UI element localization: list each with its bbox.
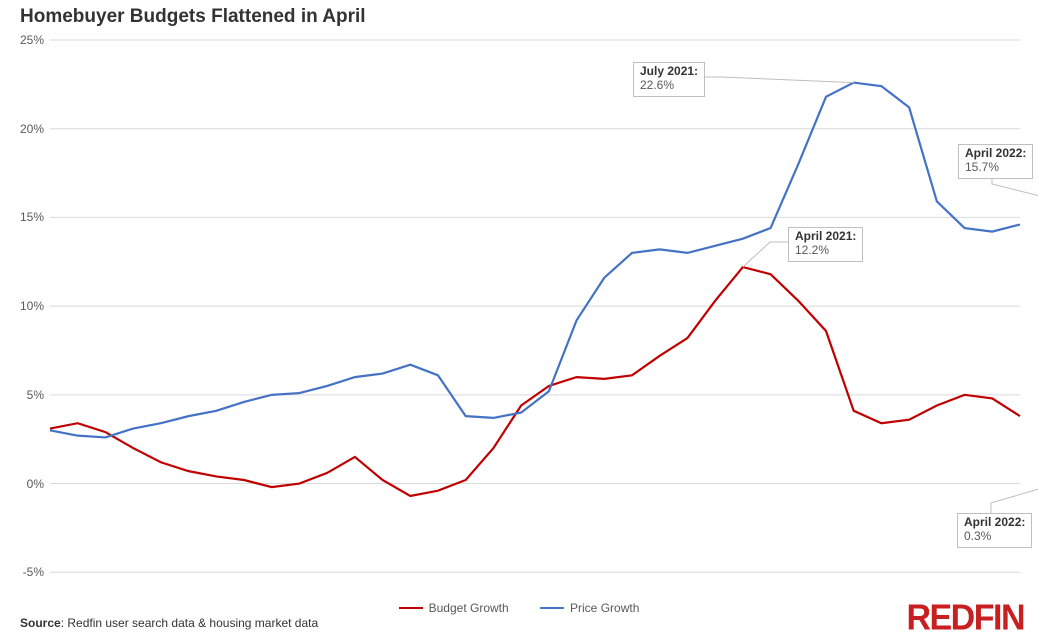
redfin-logo: REDFIN — [906, 598, 1024, 638]
chart-title: Homebuyer Budgets Flattened in April — [20, 6, 366, 28]
y-tick-label: 25% — [4, 33, 44, 47]
callout-box: July 2021:22.6% — [633, 62, 705, 97]
plot-area — [50, 40, 1020, 590]
source-text: : Redfin user search data & housing mark… — [61, 616, 318, 630]
callout-leader — [992, 174, 1038, 205]
source-label: Source — [20, 616, 61, 630]
legend-label-budget: Budget Growth — [429, 601, 509, 615]
callout-value: 22.6% — [640, 79, 698, 93]
legend-label-price: Price Growth — [570, 601, 639, 615]
y-tick-label: -5% — [4, 565, 44, 579]
plot-svg — [50, 40, 1020, 590]
callout-value: 0.3% — [964, 530, 1025, 544]
y-tick-label: 15% — [4, 210, 44, 224]
series-line-1 — [50, 83, 1020, 438]
legend-swatch-price — [540, 607, 564, 609]
legend-item-price: Price Growth — [540, 601, 639, 615]
y-tick-label: 20% — [4, 122, 44, 136]
y-tick-label: 0% — [4, 477, 44, 491]
y-tick-label: 10% — [4, 299, 44, 313]
callout-box: April 2022:0.3% — [957, 513, 1032, 548]
callout-value: 15.7% — [965, 161, 1026, 175]
callout-value: 12.2% — [795, 244, 856, 258]
callout-title: April 2022: — [964, 516, 1025, 530]
callout-box: April 2022:15.7% — [958, 144, 1033, 179]
callout-title: April 2021: — [795, 230, 856, 244]
callout-leader — [743, 242, 788, 267]
callout-title: July 2021: — [640, 65, 698, 79]
y-tick-label: 5% — [4, 388, 44, 402]
legend-swatch-budget — [399, 607, 423, 609]
series-line-0 — [50, 267, 1020, 496]
callout-title: April 2022: — [965, 147, 1026, 161]
callout-box: April 2021:12.2% — [788, 227, 863, 262]
callout-leader — [701, 77, 854, 83]
chart-container: Homebuyer Budgets Flattened in April -5%… — [0, 0, 1038, 638]
source-line: Source: Redfin user search data & housin… — [20, 616, 318, 630]
legend: Budget Growth Price Growth — [0, 598, 1038, 615]
legend-item-budget: Budget Growth — [399, 601, 509, 615]
